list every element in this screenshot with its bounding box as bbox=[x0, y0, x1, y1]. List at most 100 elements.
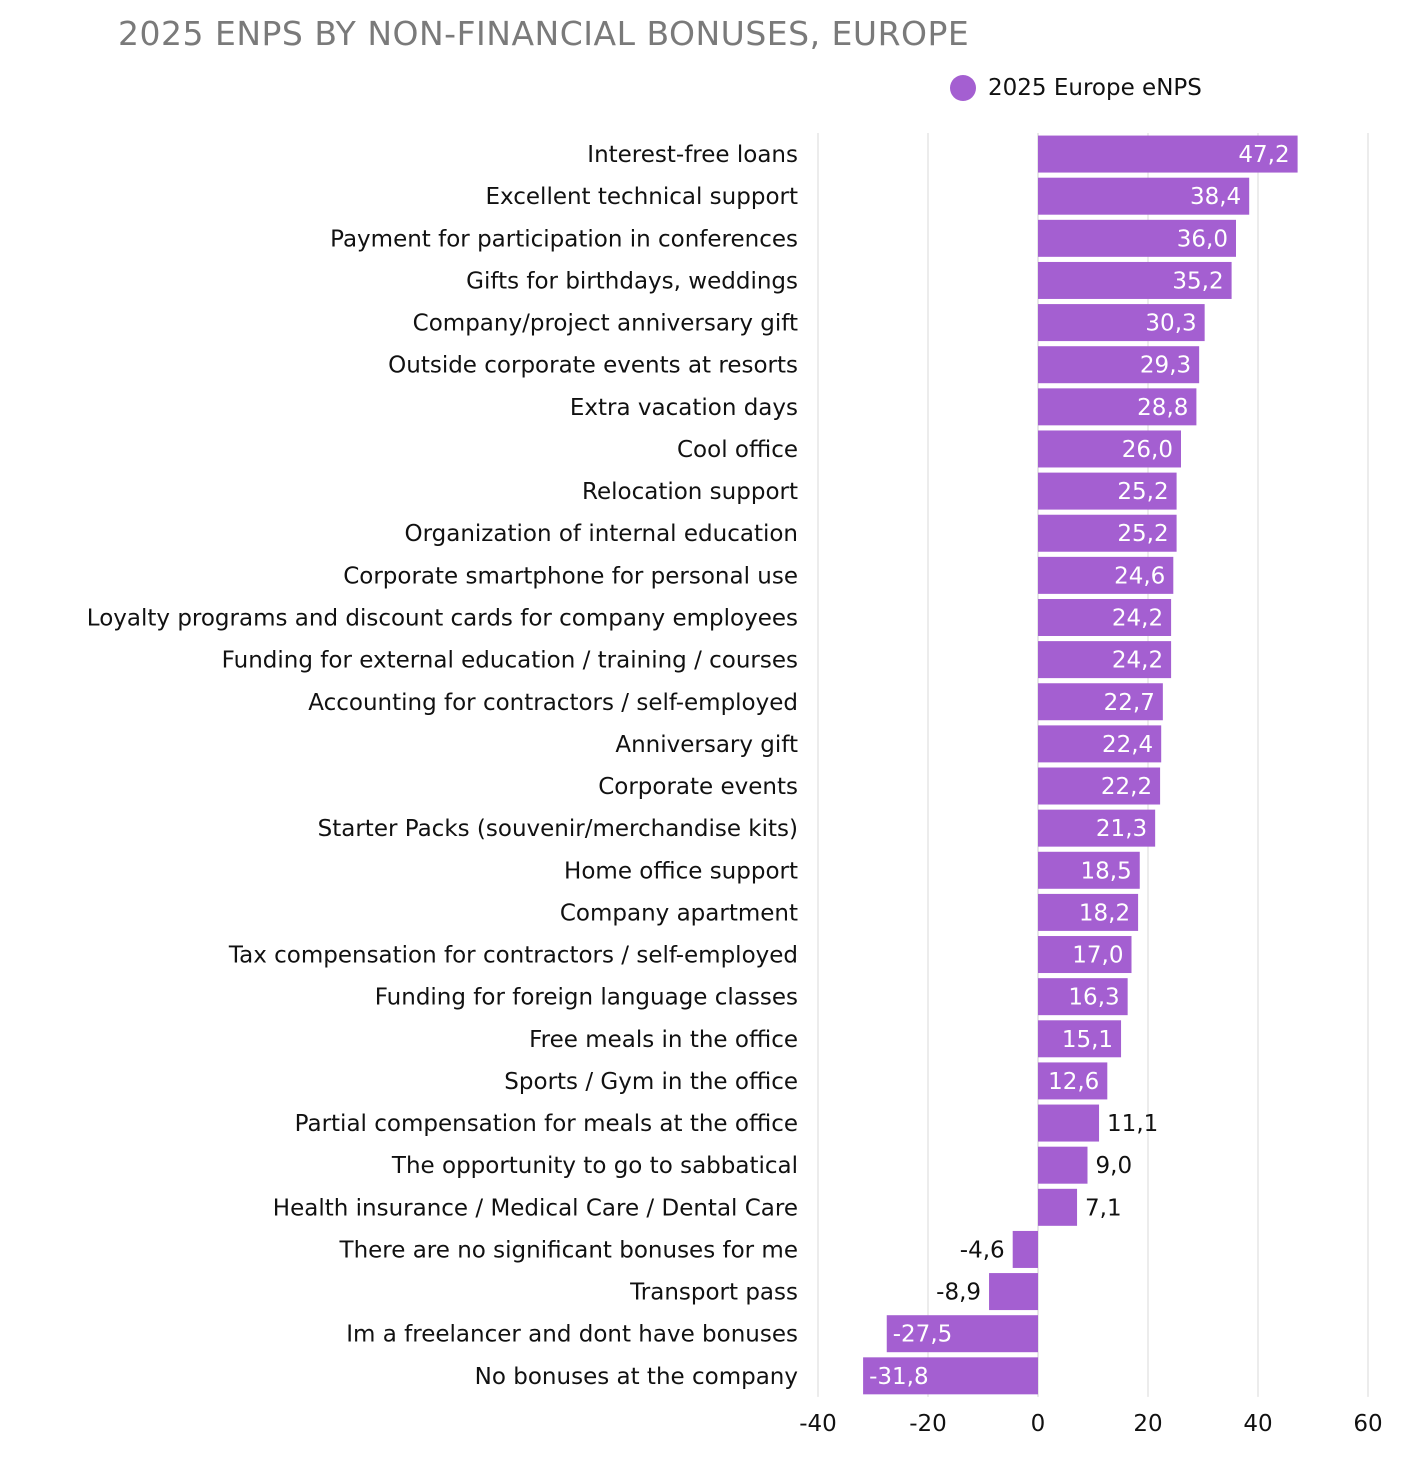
bar bbox=[1038, 1062, 1108, 1100]
category-label: Interest-free loans bbox=[587, 142, 798, 168]
category-label: Loyalty programs and discount cards for … bbox=[87, 605, 798, 631]
data-label: -8,9 bbox=[936, 1280, 981, 1306]
category-label: Home office support bbox=[564, 858, 798, 884]
legend-swatch bbox=[950, 75, 976, 101]
legend-label: 2025 Europe eNPS bbox=[988, 75, 1202, 101]
data-label: 12,6 bbox=[1048, 1069, 1099, 1095]
category-label: Free meals in the office bbox=[529, 1027, 798, 1053]
category-label: Relocation support bbox=[582, 479, 798, 505]
data-label: 36,0 bbox=[1177, 226, 1228, 252]
category-label: The opportunity to go to sabbatical bbox=[391, 1153, 798, 1179]
data-label: 28,8 bbox=[1137, 395, 1188, 421]
grid-layer bbox=[817, 133, 1369, 1397]
category-label: Im a freelancer and dont have bonuses bbox=[346, 1322, 798, 1348]
bar bbox=[1038, 893, 1139, 931]
bar bbox=[1012, 1230, 1038, 1268]
data-label: 47,2 bbox=[1238, 142, 1289, 168]
bar bbox=[1038, 261, 1232, 299]
bar bbox=[1038, 388, 1197, 426]
data-label: 24,2 bbox=[1112, 648, 1163, 674]
bar bbox=[1038, 978, 1128, 1016]
bar bbox=[1038, 1104, 1100, 1142]
category-label: Accounting for contractors / self-employ… bbox=[308, 690, 798, 716]
category-label: Cool office bbox=[677, 437, 798, 463]
legend: 2025 Europe eNPS bbox=[950, 72, 1202, 104]
category-label: Corporate smartphone for personal use bbox=[343, 563, 798, 589]
bar bbox=[1038, 767, 1161, 805]
tick-layer: -40 -20 0 20 40 60 bbox=[799, 1411, 1382, 1437]
data-label: 25,2 bbox=[1117, 521, 1168, 547]
bar bbox=[1038, 809, 1156, 847]
data-label: 24,6 bbox=[1114, 563, 1165, 589]
data-label: 24,2 bbox=[1112, 605, 1163, 631]
category-label: Starter Packs (souvenir/merchandise kits… bbox=[318, 816, 798, 842]
x-tick-label: 40 bbox=[1243, 1411, 1272, 1437]
bar bbox=[1038, 430, 1181, 468]
bar bbox=[989, 1273, 1038, 1311]
bar bbox=[1038, 304, 1205, 342]
bar bbox=[1038, 472, 1177, 510]
data-label: 25,2 bbox=[1117, 479, 1168, 505]
bar bbox=[1038, 1020, 1122, 1058]
category-label: Payment for participation in conferences bbox=[330, 226, 798, 252]
data-label: 22,2 bbox=[1101, 774, 1152, 800]
category-label: No bonuses at the company bbox=[475, 1364, 798, 1390]
data-label: 17,0 bbox=[1072, 943, 1123, 969]
data-label: 21,3 bbox=[1096, 816, 1147, 842]
data-label: 15,1 bbox=[1062, 1027, 1113, 1053]
data-label: 9,0 bbox=[1096, 1153, 1133, 1179]
data-label: 22,4 bbox=[1102, 732, 1153, 758]
x-tick-label: -20 bbox=[909, 1411, 947, 1437]
bar bbox=[1038, 346, 1200, 384]
data-label: 18,2 bbox=[1079, 900, 1130, 926]
bar bbox=[886, 1315, 1038, 1353]
category-label: Outside corporate events at resorts bbox=[388, 353, 798, 379]
chart-title: 2025 ENPS BY NON-FINANCIAL BONUSES, EURO… bbox=[118, 14, 970, 53]
data-label: 35,2 bbox=[1172, 268, 1223, 294]
category-label: Extra vacation days bbox=[570, 395, 798, 421]
x-tick-label: 60 bbox=[1353, 1411, 1382, 1437]
category-label: Funding for external education / trainin… bbox=[222, 648, 798, 674]
category-label: Partial compensation for meals at the of… bbox=[295, 1111, 798, 1137]
x-tick-label: 20 bbox=[1133, 1411, 1162, 1437]
data-label: 29,3 bbox=[1140, 353, 1191, 379]
bar-layer bbox=[863, 135, 1298, 1395]
bar bbox=[1038, 1188, 1078, 1226]
data-label: 22,7 bbox=[1104, 690, 1155, 716]
data-label: -4,6 bbox=[960, 1237, 1005, 1263]
category-label: Excellent technical support bbox=[486, 184, 798, 210]
data-label: 38,4 bbox=[1190, 184, 1241, 210]
category-label: Health insurance / Medical Care / Dental… bbox=[273, 1195, 798, 1221]
x-tick-label: 0 bbox=[1031, 1411, 1046, 1437]
bar bbox=[1038, 598, 1172, 636]
bar bbox=[863, 1357, 1038, 1395]
bar bbox=[1038, 641, 1172, 679]
data-label: 30,3 bbox=[1145, 311, 1196, 337]
bar bbox=[1038, 135, 1298, 173]
category-label: Gifts for birthdays, weddings bbox=[466, 268, 798, 294]
data-label: 11,1 bbox=[1107, 1111, 1158, 1137]
label-layer: Interest-free loans 47,2 Excellent technic… bbox=[87, 142, 1290, 1390]
category-label: Funding for foreign language classes bbox=[375, 985, 798, 1011]
bar bbox=[1038, 219, 1236, 257]
bar bbox=[1038, 1146, 1088, 1184]
bar bbox=[1038, 683, 1163, 721]
category-label: Anniversary gift bbox=[615, 732, 798, 758]
category-label: Corporate events bbox=[598, 774, 798, 800]
bar bbox=[1038, 851, 1140, 889]
bar bbox=[1038, 177, 1250, 215]
bar bbox=[1038, 725, 1162, 763]
category-label: Company/project anniversary gift bbox=[413, 311, 798, 337]
bar bbox=[1038, 936, 1132, 974]
data-label: 16,3 bbox=[1068, 985, 1119, 1011]
category-label: Company apartment bbox=[560, 900, 798, 926]
category-label: Sports / Gym in the office bbox=[504, 1069, 798, 1095]
data-label: -31,8 bbox=[869, 1364, 929, 1390]
category-label: Organization of internal education bbox=[404, 521, 798, 547]
data-label: 18,5 bbox=[1081, 858, 1132, 884]
category-label: There are no significant bonuses for me bbox=[339, 1237, 798, 1263]
data-label: 7,1 bbox=[1085, 1195, 1122, 1221]
bar bbox=[1038, 514, 1177, 552]
category-label: Transport pass bbox=[629, 1280, 798, 1306]
